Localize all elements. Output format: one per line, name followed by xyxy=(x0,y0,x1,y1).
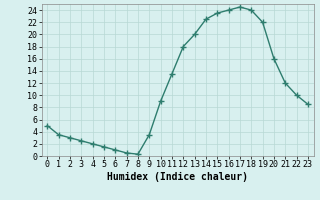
X-axis label: Humidex (Indice chaleur): Humidex (Indice chaleur) xyxy=(107,172,248,182)
